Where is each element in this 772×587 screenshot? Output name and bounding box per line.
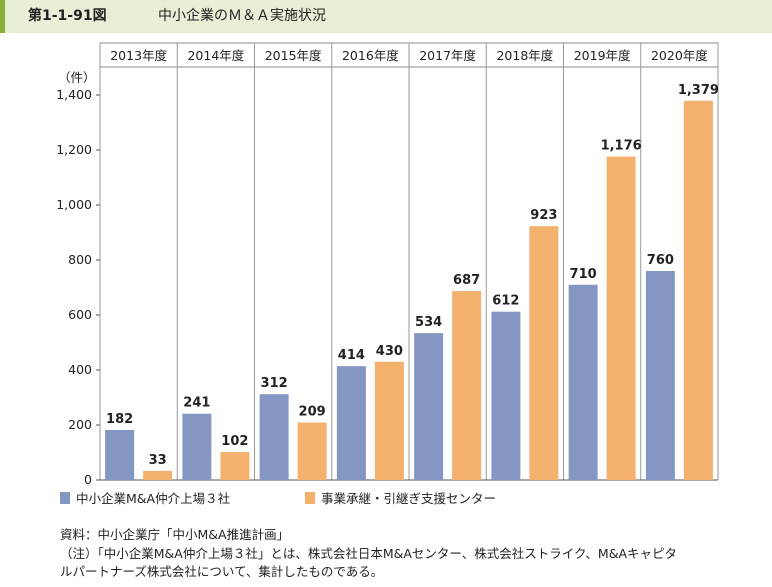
bar-succession-center — [297, 422, 327, 480]
bar-value-label: 612 — [492, 294, 519, 309]
header-accent-bar — [0, 0, 5, 33]
bar-value-label: 760 — [647, 253, 674, 268]
bar-value-label: 534 — [415, 315, 442, 330]
legend-label: 中小企業M&A仲介上場３社 — [76, 491, 230, 506]
bar-value-label: 923 — [530, 208, 557, 223]
category-label: 2019年度 — [574, 48, 631, 63]
legend-label: 事業承継・引継ぎ支援センター — [321, 491, 496, 506]
bar-value-label: 687 — [453, 273, 480, 288]
figure-title: 中小企業のＭ＆Ａ実施状況 — [158, 8, 326, 24]
bar-value-label: 430 — [376, 344, 403, 359]
bar-ma-brokers — [336, 366, 366, 480]
y-tick-label: 1,000 — [56, 197, 92, 212]
bar-ma-brokers — [182, 413, 212, 480]
y-tick-label: 1,400 — [56, 87, 92, 102]
category-label: 2020年度 — [651, 48, 708, 63]
bar-value-label: 1,379 — [678, 83, 719, 98]
source-note: 資料：中小企業庁「中小M&A推進計画」 — [60, 527, 290, 542]
category-label: 2018年度 — [496, 48, 553, 63]
bar-chart: 2013年度 2014年度 2015年度 2016年度 2017年度 2018年度 2019… — [56, 42, 719, 506]
category-label: 2017年度 — [419, 48, 476, 63]
category-label: 2015年度 — [265, 48, 322, 63]
bar-ma-brokers — [105, 429, 135, 480]
bar-value-label: 33 — [149, 453, 167, 468]
figure-header: 第1-1-91図 中小企業のＭ＆Ａ実施状況 — [0, 0, 772, 33]
category-label: 2013年度 — [110, 48, 167, 63]
bar-value-label: 710 — [570, 267, 597, 282]
y-tick-label: 200 — [68, 417, 92, 432]
bar-value-label: 102 — [221, 434, 248, 449]
y-tick-label: 0 — [84, 472, 92, 487]
y-tick-label: 600 — [68, 307, 92, 322]
footnote-line-2: ルパートナーズ株式会社について、集計したものである。 — [60, 564, 384, 579]
bar-ma-brokers — [491, 311, 521, 480]
bar-ma-brokers — [259, 394, 289, 480]
figure-number: 第1-1-91図 — [28, 8, 107, 24]
legend-swatch — [305, 492, 315, 504]
bar-succession-center — [606, 156, 636, 480]
bar-value-label: 209 — [299, 405, 326, 420]
bar-succession-center — [452, 291, 482, 480]
category-label: 2016年度 — [342, 48, 399, 63]
footnote-line-1: （注）「中小企業M&A仲介上場３社」とは、株式会社日本M&Aセンター、株式会社ス… — [60, 546, 678, 561]
y-tick-label: 400 — [68, 362, 92, 377]
bar-succession-center — [374, 361, 404, 480]
y-tick-label: 800 — [68, 252, 92, 267]
y-axis-unit-label: （件） — [58, 70, 96, 85]
bar-ma-brokers — [568, 284, 598, 480]
bar-succession-center — [143, 470, 173, 480]
bar-succession-center — [683, 100, 713, 481]
bar-value-label: 241 — [183, 396, 210, 411]
bar-value-label: 312 — [261, 376, 288, 391]
y-tick-label: 1,200 — [56, 142, 92, 157]
bar-ma-brokers — [414, 333, 444, 480]
bar-value-label: 414 — [338, 348, 365, 363]
category-label: 2014年度 — [187, 48, 244, 63]
bar-value-label: 182 — [106, 412, 133, 427]
bar-ma-brokers — [645, 271, 675, 480]
bar-succession-center — [529, 226, 559, 480]
legend-swatch — [60, 492, 70, 504]
bar-succession-center — [220, 451, 250, 480]
bar-value-label: 1,176 — [601, 139, 642, 154]
